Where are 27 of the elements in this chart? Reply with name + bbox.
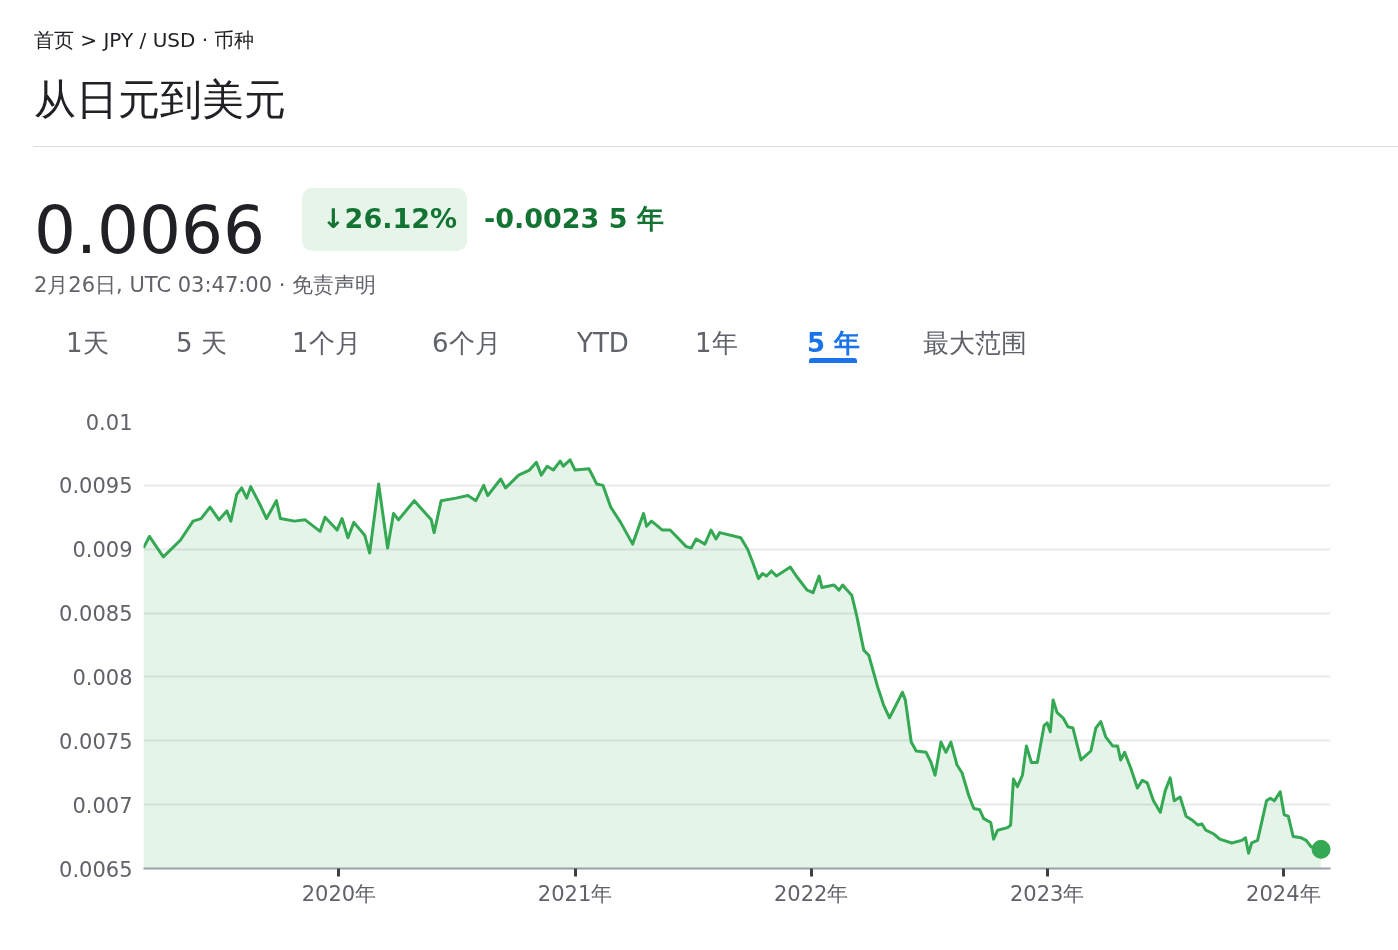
y-tick-label: 0.0085 (59, 602, 133, 627)
text: 0.0066 (34, 192, 265, 269)
y-tick-label: 0.008 (72, 665, 133, 690)
y-tick-label: 0.0095 (59, 474, 133, 499)
text: -0.0023 5 年 (484, 202, 664, 236)
x-tick-label: 2020年 (301, 881, 377, 906)
x-tick-label: 2021年 (537, 881, 613, 906)
text: YTD (577, 327, 629, 360)
y-tick-label: 0.009 (72, 538, 133, 563)
y-tick-label: 0.007 (72, 793, 133, 818)
x-tick-label: 2024年 (1246, 881, 1321, 906)
text: 1个月 (292, 327, 361, 360)
chart-subtitle: 首页 > JPY / USD · 币种 (34, 27, 255, 54)
text: 6个月 (432, 327, 501, 360)
text: 5 年 (807, 327, 861, 360)
y-tick-label: 0.01 (85, 410, 133, 435)
text: 5 天 (176, 327, 227, 360)
x-tick-label: 2022年 (773, 881, 849, 906)
text: 2月26日, UTC 03:47:00 · 免责声明 (34, 272, 377, 299)
y-tick-label: 0.0075 (59, 729, 133, 754)
text: 1年 (695, 327, 738, 360)
text: 最大范围 (923, 327, 1027, 360)
x-tick-label: 2023年 (1009, 881, 1085, 906)
chart-title: 从日元到美元 (34, 74, 286, 126)
y-tick-label: 0.0065 (59, 857, 133, 882)
text: ↓26.12% (322, 202, 458, 236)
text: 1天 (66, 327, 109, 360)
